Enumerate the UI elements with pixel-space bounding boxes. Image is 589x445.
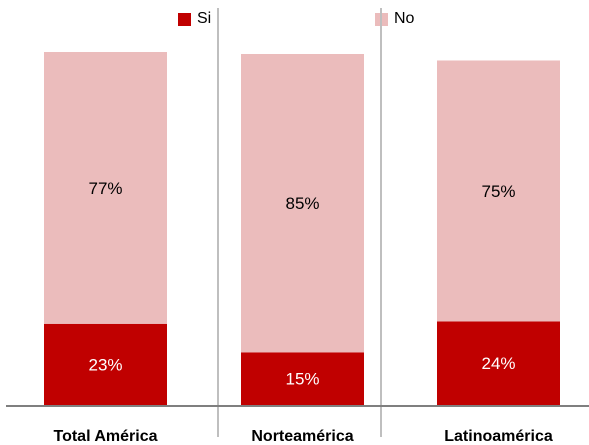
data-label-no-3: 75% bbox=[481, 182, 515, 201]
bar-segment-si-2 bbox=[241, 352, 364, 405]
data-label-no-2: 85% bbox=[285, 194, 319, 213]
data-label-no-1: 77% bbox=[88, 179, 122, 198]
legend-swatch-si bbox=[178, 12, 191, 26]
category-label-1: Total América bbox=[53, 428, 157, 445]
bar-segment-si-3 bbox=[437, 321, 560, 405]
data-label-si-2: 15% bbox=[285, 370, 319, 389]
legend-label-no: No bbox=[394, 10, 415, 27]
data-label-si-3: 24% bbox=[481, 354, 515, 373]
data-label-si-1: 23% bbox=[88, 355, 122, 374]
category-label-3: Latinoamérica bbox=[444, 428, 553, 445]
bar-segment-no-2 bbox=[241, 54, 364, 353]
bar-segment-si-1 bbox=[44, 323, 167, 405]
bar-segment-no-1 bbox=[44, 52, 167, 324]
legend-item-si: Si bbox=[178, 8, 211, 30]
legend-label-si: Si bbox=[197, 10, 212, 27]
category-label-2: Norteamérica bbox=[251, 428, 353, 445]
bar-segment-no-3 bbox=[437, 60, 560, 322]
